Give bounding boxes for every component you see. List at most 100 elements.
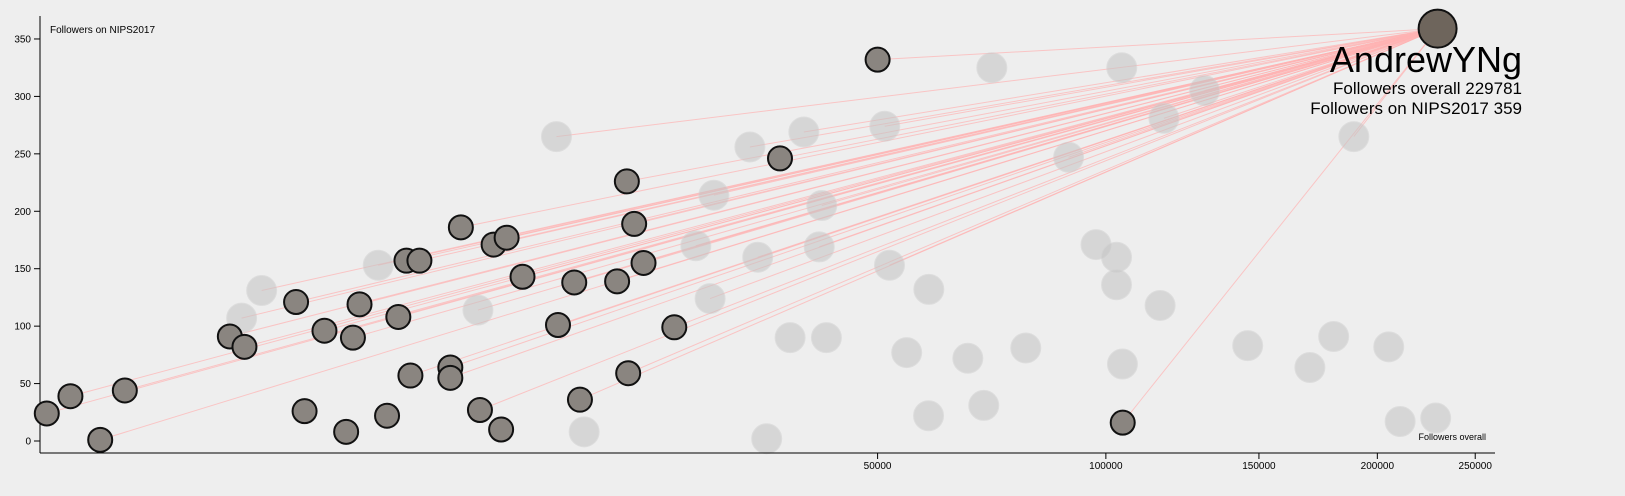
avatar-point[interactable] bbox=[806, 190, 838, 222]
avatar-point[interactable] bbox=[864, 46, 891, 73]
avatar-point[interactable] bbox=[621, 210, 648, 237]
avatar-point[interactable] bbox=[544, 311, 571, 338]
avatar-point[interactable] bbox=[968, 389, 1000, 421]
avatar-point[interactable] bbox=[466, 396, 493, 423]
avatar-point[interactable] bbox=[952, 342, 984, 374]
avatar-point[interactable] bbox=[437, 364, 464, 391]
link-line bbox=[889, 28, 1438, 266]
avatar-point[interactable] bbox=[1101, 269, 1133, 301]
avatar-point[interactable] bbox=[33, 400, 60, 427]
avatar-point[interactable] bbox=[734, 131, 766, 163]
avatar-point[interactable] bbox=[231, 333, 258, 360]
avatar-point[interactable] bbox=[1420, 402, 1452, 434]
avatar-point[interactable] bbox=[246, 275, 278, 307]
avatar-point[interactable] bbox=[630, 249, 657, 276]
avatar-point[interactable] bbox=[913, 400, 945, 432]
avatar-point[interactable] bbox=[1106, 52, 1138, 84]
avatar-point[interactable] bbox=[1232, 330, 1264, 362]
avatar-point[interactable] bbox=[447, 214, 474, 241]
avatar-point[interactable] bbox=[397, 362, 424, 389]
avatar-point[interactable] bbox=[751, 423, 783, 455]
avatar-point[interactable] bbox=[1053, 141, 1085, 173]
hover-info: AndrewYNg Followers overall 229781 Follo… bbox=[1310, 39, 1522, 118]
avatar-point[interactable] bbox=[774, 322, 806, 354]
avatar-point[interactable] bbox=[1294, 351, 1326, 383]
avatar-point[interactable] bbox=[540, 121, 572, 153]
avatar-point[interactable] bbox=[385, 303, 412, 330]
x-tick-label: 200000 bbox=[1361, 461, 1395, 472]
avatar-point[interactable] bbox=[374, 402, 401, 429]
y-tick-label: 200 bbox=[14, 207, 31, 218]
avatar-point[interactable] bbox=[87, 426, 114, 453]
avatar-point[interactable] bbox=[1384, 405, 1416, 437]
hover-nips-value: 359 bbox=[1494, 99, 1522, 118]
avatar-point[interactable] bbox=[873, 249, 905, 281]
link-line bbox=[477, 28, 1438, 311]
avatar-point[interactable] bbox=[613, 168, 640, 195]
avatar-point[interactable] bbox=[1010, 332, 1042, 364]
avatar-point[interactable] bbox=[891, 337, 923, 369]
avatar-point[interactable] bbox=[346, 291, 373, 318]
active-points bbox=[33, 8, 1458, 453]
avatar-point[interactable] bbox=[661, 314, 688, 341]
x-tick-label: 50000 bbox=[864, 461, 892, 472]
hover-overall: Followers overall 229781 bbox=[1333, 79, 1522, 98]
avatar-point[interactable] bbox=[291, 398, 318, 425]
avatar-point[interactable] bbox=[869, 110, 901, 142]
avatar-point[interactable] bbox=[1338, 121, 1370, 153]
link-line bbox=[1204, 28, 1438, 92]
links bbox=[46, 28, 1438, 441]
axes: 50000 100000 150000 200000 250000 0 50 100 150 20… bbox=[14, 16, 1495, 472]
avatar-point[interactable] bbox=[561, 269, 588, 296]
hover-overall-label: Followers overall bbox=[1333, 79, 1461, 98]
avatar-point[interactable] bbox=[311, 317, 338, 344]
avatar-point[interactable] bbox=[333, 418, 360, 445]
avatar-point[interactable] bbox=[913, 273, 945, 305]
avatar-point[interactable] bbox=[604, 268, 631, 295]
avatar-point[interactable] bbox=[1148, 102, 1180, 134]
avatar-point[interactable] bbox=[1109, 409, 1136, 436]
link-line bbox=[877, 28, 1438, 61]
avatar-point[interactable] bbox=[788, 116, 820, 148]
avatar-point[interactable] bbox=[57, 383, 84, 410]
avatar-point[interactable] bbox=[283, 289, 310, 316]
avatar-point[interactable] bbox=[509, 263, 536, 290]
avatar-point[interactable] bbox=[488, 416, 515, 443]
y-tick-label: 350 bbox=[14, 34, 31, 45]
x-tick-label: 250000 bbox=[1459, 461, 1493, 472]
avatar-point[interactable] bbox=[568, 416, 600, 448]
avatar-point[interactable] bbox=[1101, 241, 1133, 273]
avatar-point[interactable] bbox=[339, 324, 366, 351]
avatar-point[interactable] bbox=[1373, 331, 1405, 363]
link-line bbox=[479, 28, 1438, 411]
link-line bbox=[100, 28, 1438, 441]
avatar-point[interactable] bbox=[810, 322, 842, 354]
y-tick-label: 300 bbox=[14, 92, 31, 103]
avatar-point[interactable] bbox=[493, 224, 520, 251]
avatar-point[interactable] bbox=[742, 241, 774, 273]
avatar-point[interactable] bbox=[1144, 289, 1176, 321]
avatar-point[interactable] bbox=[1106, 348, 1138, 380]
avatar-point[interactable] bbox=[694, 283, 726, 315]
highlight-point[interactable] bbox=[1417, 8, 1458, 49]
link-line bbox=[241, 28, 1438, 319]
hover-nips-label: Followers on NIPS2017 bbox=[1310, 99, 1489, 118]
avatar-point[interactable] bbox=[976, 52, 1008, 84]
avatar-point[interactable] bbox=[1318, 320, 1350, 352]
avatar-point[interactable] bbox=[615, 360, 642, 387]
link-line bbox=[229, 28, 1438, 337]
avatar-point[interactable] bbox=[362, 249, 394, 281]
avatar-point[interactable] bbox=[1189, 75, 1221, 107]
avatar-point[interactable] bbox=[803, 231, 835, 263]
avatar-point[interactable] bbox=[406, 247, 433, 274]
link-line bbox=[460, 28, 1438, 228]
avatar-point[interactable] bbox=[462, 294, 494, 326]
hover-nips: Followers on NIPS2017 359 bbox=[1310, 99, 1522, 118]
avatar-point[interactable] bbox=[111, 377, 138, 404]
avatar-point[interactable] bbox=[766, 145, 793, 172]
avatar-point[interactable] bbox=[698, 179, 730, 211]
avatar-point[interactable] bbox=[680, 230, 712, 262]
avatar-point[interactable] bbox=[566, 386, 593, 413]
link-line bbox=[70, 28, 1438, 397]
